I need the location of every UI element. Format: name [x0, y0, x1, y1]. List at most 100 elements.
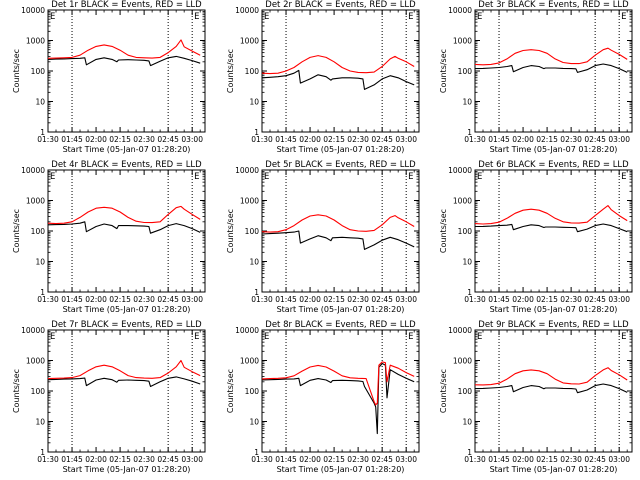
y-tick-label: 1 — [40, 128, 45, 137]
x-tick-label: 03:00 — [181, 135, 203, 144]
x-tick-label: 01:30 — [464, 295, 486, 304]
x-tick-label: 03:00 — [395, 135, 417, 144]
y-tick-label: 100 — [245, 227, 260, 236]
event-marker: E — [477, 12, 482, 22]
panel-6: Det 6r BLACK = Events, RED = LLD 1 10 100 10… — [439, 160, 633, 314]
x-tick-label: 02:45 — [157, 295, 179, 304]
y-tick-label: 100 — [458, 387, 473, 396]
y-tick-label: 10000 — [235, 326, 259, 335]
panel-9: Det 9r BLACK = Events, RED = LLD 1 10 100 10… — [439, 320, 633, 474]
x-tick-label: 02:45 — [157, 135, 179, 144]
panel-title: Det 3r BLACK = Events, RED = LLD — [478, 0, 629, 10]
x-tick-label: 01:45 — [488, 455, 510, 464]
panel-title: Det 2r BLACK = Events, RED = LLD — [265, 0, 416, 10]
y-tick-label: 10 — [462, 418, 472, 427]
series-line-lld — [474, 367, 628, 386]
x-tick-label: 02:30 — [347, 295, 369, 304]
x-tick-label: 01:45 — [61, 135, 83, 144]
x-tick-label: 03:00 — [181, 295, 203, 304]
event-marker: E — [477, 332, 482, 342]
y-axis-label: Counts/sec — [439, 209, 448, 253]
y-axis-label: Counts/sec — [226, 209, 235, 253]
x-tick-label: 01:30 — [251, 455, 273, 464]
series-line-lld — [47, 39, 201, 59]
x-tick-label: 02:00 — [299, 135, 321, 144]
y-tick-label: 1000 — [240, 197, 259, 206]
x-axis-label: Start Time (05-Jan-07 01:28:20) — [63, 305, 191, 314]
x-tick-label: 01:30 — [37, 295, 59, 304]
series-line-lld — [261, 214, 415, 233]
panel-1: Det 1r BLACK = Events, RED = LLD 1 10 100 10… — [12, 0, 206, 154]
x-tick-label: 02:00 — [512, 135, 534, 144]
x-tick-label: 03:00 — [181, 455, 203, 464]
y-axis-label: Counts/sec — [12, 49, 21, 93]
y-tick-label: 10 — [462, 98, 472, 107]
panel-title: Det 8r BLACK = Events, RED = LLD — [265, 320, 416, 330]
y-tick-label: 100 — [245, 67, 260, 76]
x-tick-label: 02:15 — [109, 135, 131, 144]
x-tick-label: 02:30 — [347, 135, 369, 144]
x-axis-label: Start Time (05-Jan-07 01:28:20) — [277, 305, 405, 314]
x-tick-label: 02:45 — [584, 135, 606, 144]
x-tick-label: 02:45 — [371, 455, 393, 464]
x-tick-label: 01:30 — [464, 455, 486, 464]
y-tick-label: 10 — [249, 418, 259, 427]
series-line-lld — [261, 361, 415, 406]
y-tick-label: 10 — [249, 258, 259, 267]
x-tick-label: 02:15 — [109, 455, 131, 464]
series-line-events — [474, 383, 628, 394]
x-axis-label: Start Time (05-Jan-07 01:28:20) — [490, 305, 618, 314]
x-tick-label: 03:00 — [395, 295, 417, 304]
event-marker: E — [408, 332, 413, 342]
y-tick-label: 1 — [254, 448, 259, 457]
event-marker: E — [621, 172, 626, 182]
y-tick-label: 100 — [458, 67, 473, 76]
panel-title: Det 5r BLACK = Events, RED = LLD — [265, 160, 416, 170]
x-tick-label: 01:45 — [61, 455, 83, 464]
series-line-events — [261, 69, 415, 90]
series-line-events — [261, 362, 415, 435]
y-tick-label: 1 — [467, 128, 472, 137]
series-line-events — [47, 221, 201, 234]
event-marker: E — [50, 172, 55, 182]
y-tick-label: 1000 — [240, 37, 259, 46]
panel-4: Det 4r BLACK = Events, RED = LLD 1 10 100 10… — [12, 160, 206, 314]
x-tick-label: 03:00 — [608, 455, 630, 464]
event-marker: E — [194, 12, 199, 22]
series-line-lld — [474, 205, 628, 225]
y-tick-label: 10000 — [21, 6, 45, 15]
x-tick-label: 02:00 — [85, 455, 107, 464]
series-line-events — [47, 55, 201, 67]
y-axis-label: Counts/sec — [226, 369, 235, 413]
panel-5: Det 5r BLACK = Events, RED = LLD 1 10 100 10… — [226, 160, 420, 314]
y-axis-label: Counts/sec — [12, 369, 21, 413]
y-tick-label: 100 — [31, 67, 46, 76]
event-marker: E — [477, 172, 482, 182]
x-tick-label: 03:00 — [608, 295, 630, 304]
y-tick-label: 1 — [467, 288, 472, 297]
y-tick-label: 1 — [254, 288, 259, 297]
x-tick-label: 02:15 — [536, 135, 558, 144]
x-axis-label: Start Time (05-Jan-07 01:28:20) — [277, 465, 405, 474]
y-tick-label: 10000 — [235, 166, 259, 175]
x-tick-label: 01:45 — [488, 135, 510, 144]
x-tick-label: 02:45 — [157, 455, 179, 464]
x-tick-label: 02:45 — [371, 135, 393, 144]
event-marker: E — [621, 12, 626, 22]
event-marker: E — [50, 12, 55, 22]
panel-title: Det 6r BLACK = Events, RED = LLD — [478, 160, 629, 170]
panel-title: Det 7r BLACK = Events, RED = LLD — [51, 320, 202, 330]
x-axis-label: Start Time (05-Jan-07 01:28:20) — [277, 145, 405, 154]
y-axis-label: Counts/sec — [226, 49, 235, 93]
x-tick-label: 02:15 — [323, 295, 345, 304]
y-tick-label: 1000 — [453, 357, 472, 366]
x-tick-label: 02:15 — [109, 295, 131, 304]
y-axis-label: Counts/sec — [12, 209, 21, 253]
series-line-lld — [47, 205, 201, 225]
x-tick-label: 01:45 — [61, 295, 83, 304]
y-tick-label: 1 — [467, 448, 472, 457]
x-tick-label: 02:00 — [512, 295, 534, 304]
y-tick-label: 10 — [462, 258, 472, 267]
y-tick-label: 100 — [458, 227, 473, 236]
y-tick-label: 1000 — [453, 37, 472, 46]
